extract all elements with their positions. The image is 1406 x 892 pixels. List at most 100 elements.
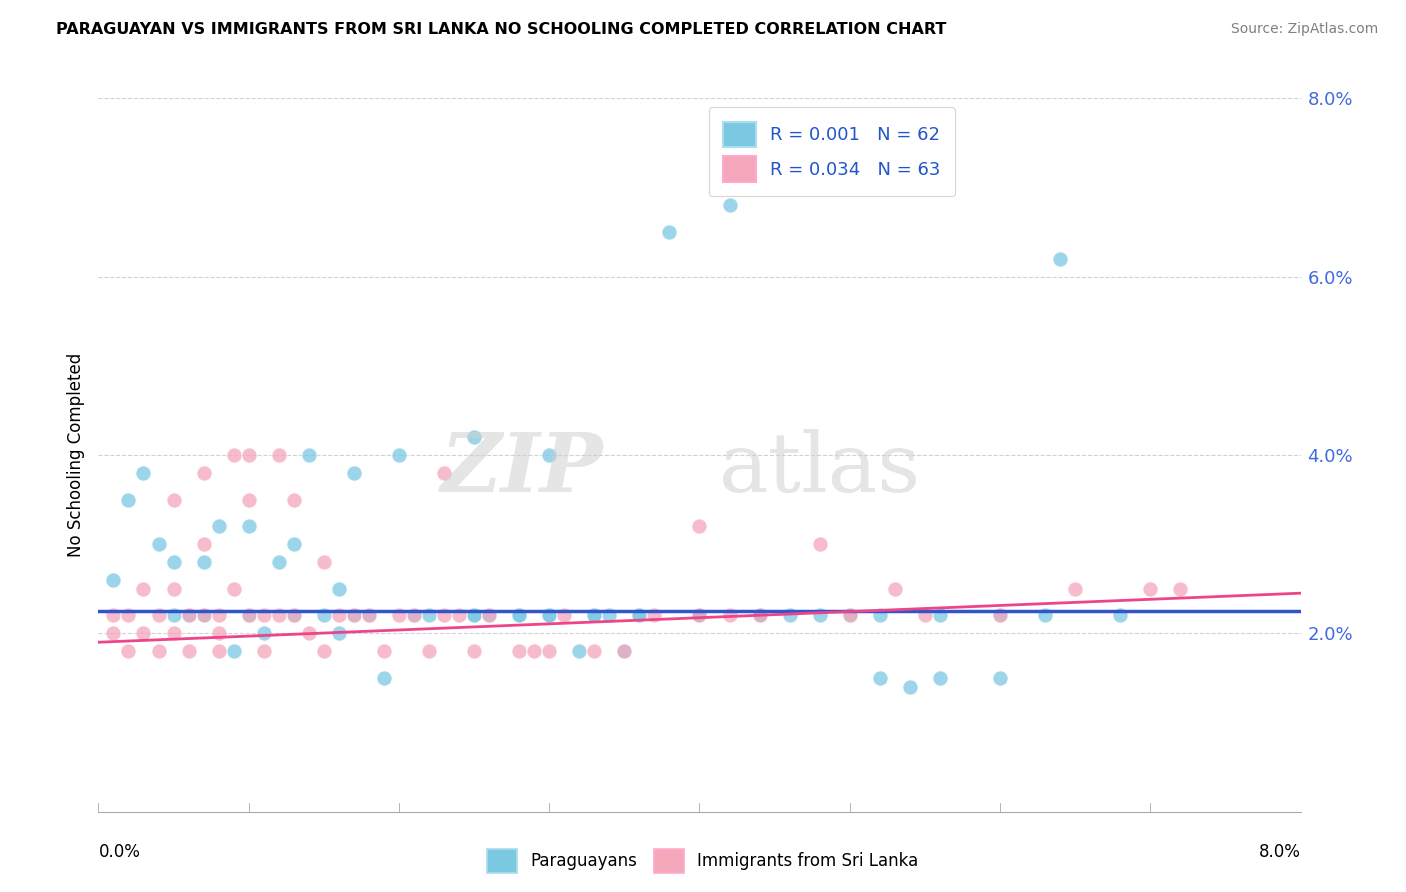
- Point: [208, 519, 231, 533]
- Point: [583, 608, 606, 623]
- Point: [132, 582, 155, 596]
- Point: [177, 608, 200, 623]
- Point: [613, 644, 636, 658]
- Point: [538, 608, 561, 623]
- Point: [1109, 608, 1132, 623]
- Point: [463, 608, 485, 623]
- Text: 8.0%: 8.0%: [1258, 843, 1301, 861]
- Point: [748, 608, 770, 623]
- Point: [222, 582, 245, 596]
- Point: [132, 466, 155, 480]
- Point: [117, 608, 139, 623]
- Point: [447, 608, 470, 623]
- Point: [283, 608, 305, 623]
- Point: [193, 555, 215, 569]
- Point: [523, 644, 546, 658]
- Point: [643, 608, 665, 623]
- Point: [914, 608, 936, 623]
- Point: [373, 644, 395, 658]
- Point: [688, 608, 710, 623]
- Point: [253, 626, 276, 640]
- Point: [238, 492, 260, 507]
- Point: [478, 608, 501, 623]
- Point: [208, 626, 231, 640]
- Point: [928, 608, 950, 623]
- Point: [253, 608, 276, 623]
- Point: [208, 608, 231, 623]
- Point: [103, 608, 125, 623]
- Point: [238, 608, 260, 623]
- Point: [193, 466, 215, 480]
- Point: [267, 608, 290, 623]
- Point: [869, 608, 891, 623]
- Point: [988, 608, 1011, 623]
- Point: [418, 608, 440, 623]
- Point: [463, 608, 485, 623]
- Point: [193, 537, 215, 551]
- Point: [568, 644, 591, 658]
- Point: [688, 519, 710, 533]
- Point: [103, 626, 125, 640]
- Point: [238, 448, 260, 462]
- Point: [598, 608, 620, 623]
- Point: [162, 582, 184, 596]
- Point: [1033, 608, 1056, 623]
- Point: [148, 608, 170, 623]
- Point: [869, 671, 891, 685]
- Text: PARAGUAYAN VS IMMIGRANTS FROM SRI LANKA NO SCHOOLING COMPLETED CORRELATION CHART: PARAGUAYAN VS IMMIGRANTS FROM SRI LANKA …: [56, 22, 946, 37]
- Point: [222, 644, 245, 658]
- Point: [193, 608, 215, 623]
- Point: [162, 555, 184, 569]
- Point: [553, 608, 575, 623]
- Point: [688, 608, 710, 623]
- Point: [132, 626, 155, 640]
- Point: [267, 448, 290, 462]
- Point: [312, 608, 335, 623]
- Text: 0.0%: 0.0%: [98, 843, 141, 861]
- Point: [1064, 582, 1087, 596]
- Point: [928, 671, 950, 685]
- Point: [373, 671, 395, 685]
- Point: [478, 608, 501, 623]
- Point: [162, 608, 184, 623]
- Point: [808, 608, 831, 623]
- Point: [402, 608, 425, 623]
- Point: [222, 448, 245, 462]
- Point: [343, 608, 366, 623]
- Point: [779, 608, 801, 623]
- Point: [463, 430, 485, 444]
- Point: [583, 608, 606, 623]
- Point: [208, 644, 231, 658]
- Point: [808, 537, 831, 551]
- Point: [298, 448, 321, 462]
- Point: [343, 608, 366, 623]
- Point: [193, 608, 215, 623]
- Point: [538, 644, 561, 658]
- Point: [357, 608, 380, 623]
- Point: [148, 537, 170, 551]
- Point: [312, 555, 335, 569]
- Legend: Paraguayans, Immigrants from Sri Lanka: Paraguayans, Immigrants from Sri Lanka: [481, 842, 925, 880]
- Point: [177, 644, 200, 658]
- Point: [388, 448, 411, 462]
- Point: [283, 492, 305, 507]
- Point: [718, 198, 741, 212]
- Point: [433, 608, 456, 623]
- Text: Source: ZipAtlas.com: Source: ZipAtlas.com: [1230, 22, 1378, 37]
- Point: [117, 492, 139, 507]
- Point: [688, 608, 710, 623]
- Point: [343, 466, 366, 480]
- Point: [538, 608, 561, 623]
- Point: [312, 644, 335, 658]
- Point: [583, 644, 606, 658]
- Point: [748, 608, 770, 623]
- Point: [508, 608, 530, 623]
- Text: atlas: atlas: [718, 429, 921, 509]
- Point: [508, 644, 530, 658]
- Point: [328, 582, 350, 596]
- Point: [283, 537, 305, 551]
- Point: [238, 608, 260, 623]
- Point: [628, 608, 651, 623]
- Point: [988, 608, 1011, 623]
- Point: [508, 608, 530, 623]
